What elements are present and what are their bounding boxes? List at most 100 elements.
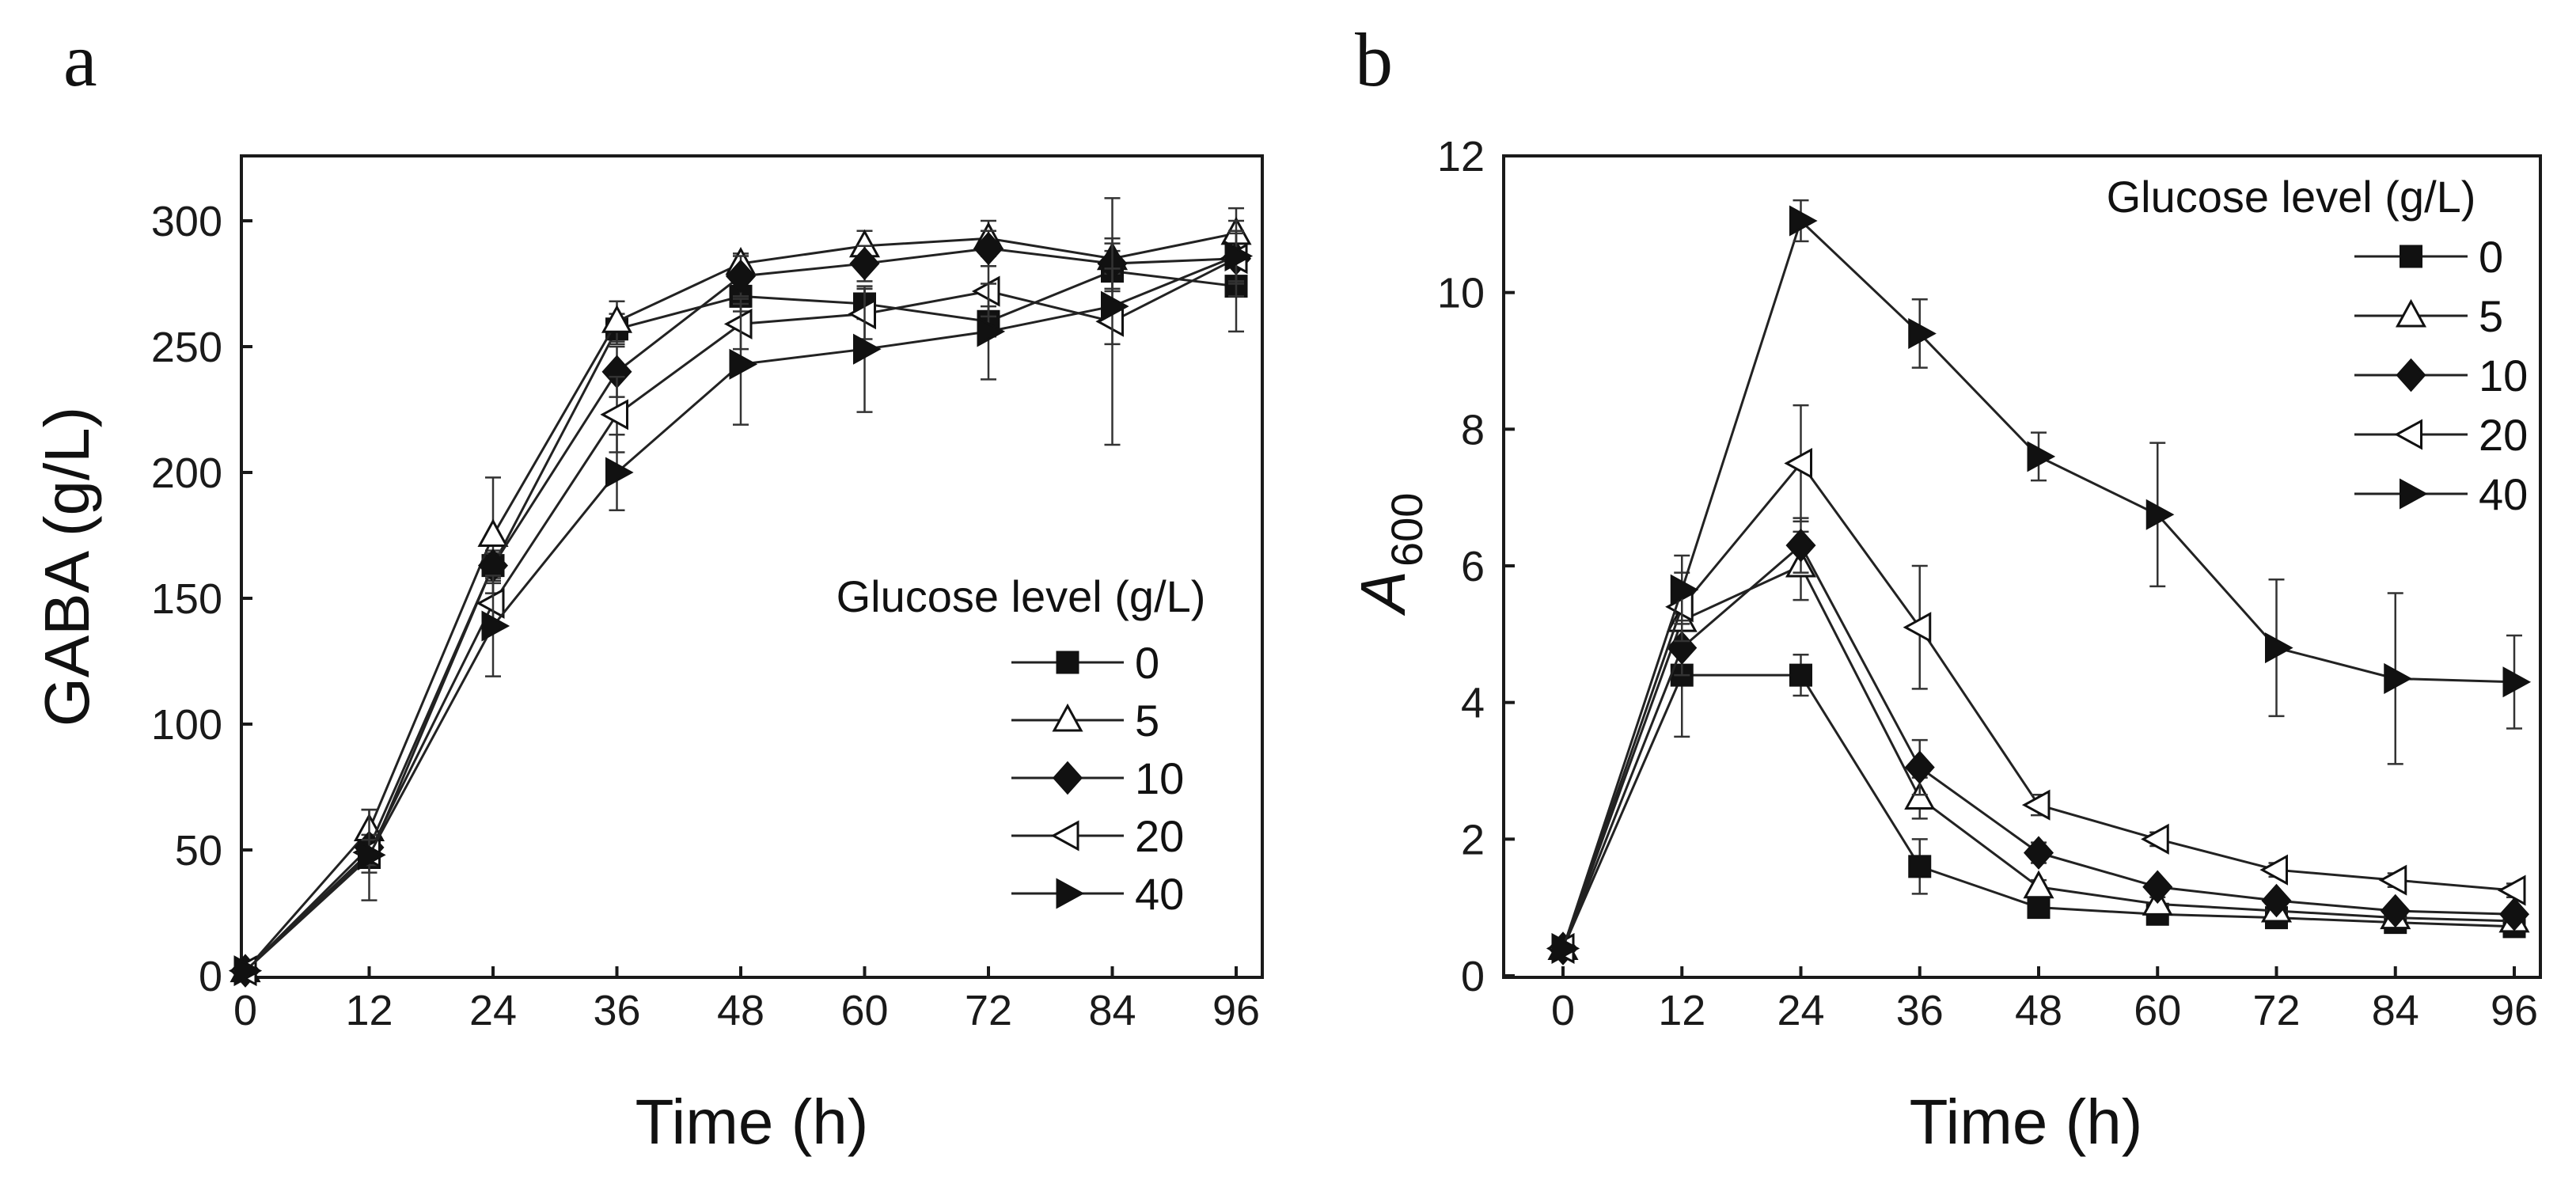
panel-b-series-20-point — [2497, 874, 2526, 906]
panel-a-legend-label: 20 — [1135, 811, 1184, 861]
panel-a-legend-item-20: 20 — [1011, 811, 1184, 861]
panel-b-x-tick-label: 0 — [1551, 987, 1575, 1034]
panel-b-series-0-point — [2027, 896, 2051, 920]
panel-a-label: a — [63, 17, 97, 102]
panel-a-y-axis-title: GABA (g/L) — [32, 407, 102, 727]
panel-b-legend-marker-triangle-right — [2400, 478, 2428, 510]
panel-a-legend-label: 10 — [1135, 753, 1184, 803]
panel-b-legend-label: 5 — [2479, 291, 2503, 341]
panel-a-x-tick-label: 72 — [965, 987, 1012, 1034]
panel-b-series-40-point — [1789, 205, 1818, 237]
panel-b-plot-frame — [1502, 154, 2542, 979]
panel-b-series-10-point — [2142, 870, 2173, 905]
panel-a-x-tick-label: 36 — [593, 987, 640, 1034]
panel-b-series-0-point — [1789, 663, 1812, 687]
panel-b-x-tick-label: 72 — [2252, 987, 2300, 1034]
panel-a-series-10-point — [849, 246, 880, 281]
panel-a-x-tick-label: 96 — [1212, 987, 1260, 1034]
panel-b-legend-marker-diamond — [2396, 358, 2426, 393]
panel-a-series-40-point — [853, 333, 882, 365]
panel-a-x-tick-label: 48 — [717, 987, 764, 1034]
panel-a-legend-marker-triangle-up — [1052, 703, 1083, 732]
panel-b-legend-item-20: 20 — [2354, 410, 2528, 460]
panel-b-series-10-point — [2380, 893, 2411, 928]
panel-b-legend-label: 10 — [2479, 351, 2528, 400]
panel-a-legend-label: 0 — [1135, 638, 1159, 688]
panel-a-legend-marker-square — [1056, 651, 1079, 674]
panel-b-x-tick-label: 12 — [1658, 987, 1705, 1034]
panel-b-series-5-point — [1904, 781, 1936, 810]
panel-a-y-tick-label: 200 — [151, 450, 222, 497]
panel-b-legend-item-40: 40 — [2354, 469, 2528, 519]
panel-b-series-40-point — [1908, 317, 1937, 349]
panel-b-y-tick-label: 12 — [1437, 133, 1485, 180]
panel-a-x-axis-title: Time (h) — [635, 1087, 869, 1157]
panel-b-x-tick-label: 84 — [2372, 987, 2419, 1034]
panel-b-series-40-point — [2027, 441, 2056, 472]
panel-b-y-tick-label: 4 — [1461, 680, 1485, 727]
panel-b-legend-title: Glucose level (g/L) — [2107, 172, 2476, 222]
panel-b-series-20-point — [2021, 789, 2051, 821]
panel-a-y-tick-label: 50 — [175, 827, 222, 874]
panel-b-x-tick-label: 48 — [2015, 987, 2062, 1034]
panel-a-legend-item-10: 10 — [1011, 753, 1184, 803]
panel-b-x-tick-label: 96 — [2491, 987, 2538, 1034]
panel-b-series-40-point — [2502, 666, 2532, 698]
panel-b-series-0-point — [1908, 855, 1932, 878]
panel-b-series-20-point — [2141, 823, 2169, 855]
panel-a-series — [228, 197, 1254, 988]
panel-a-y-tick-label: 100 — [151, 701, 222, 749]
panel-a-series-40-point — [1224, 240, 1254, 272]
panel-a-legend-item-0: 0 — [1011, 638, 1159, 688]
panel-a-legend-marker-diamond — [1052, 761, 1083, 795]
panel-a-series-40-point — [977, 316, 1006, 347]
panel-b-series-20-point — [1903, 612, 1932, 643]
panel-b-legend-item-5: 5 — [2354, 291, 2503, 341]
panel-b-series — [1546, 199, 2532, 965]
panel-a-x-tick-label: 24 — [469, 987, 517, 1034]
panel-b-legend-marker-square — [2400, 245, 2422, 268]
panel-a-legend-label: 40 — [1135, 869, 1184, 919]
panel-b-y-axis-title-main: A — [1348, 571, 1418, 616]
panel-a-series-5-point — [477, 518, 509, 547]
panel-b-x-tick-label: 24 — [1777, 987, 1824, 1034]
panel-a-legend-item-40: 40 — [1011, 869, 1184, 919]
panel-b-legend-item-10: 10 — [2354, 351, 2528, 400]
panel-b-series-10-point — [2023, 836, 2054, 870]
panel-a-series-40-point — [358, 839, 386, 871]
panel-a-series-10-point — [973, 231, 1004, 266]
panel-a-series-20-point — [600, 399, 628, 431]
panel-b-x-tick-label: 36 — [1896, 987, 1944, 1034]
panel-b-legend-item-0: 0 — [2354, 232, 2503, 282]
panel-a-series-40-point — [1101, 290, 1129, 322]
panel-a-legend-item-5: 5 — [1011, 696, 1159, 745]
panel-a-legend-title: Glucose level (g/L) — [837, 571, 1206, 621]
panel-b-y-axis-title: A 600 — [1348, 493, 1432, 616]
panel-a-series-40-point — [729, 348, 758, 380]
panel-b-series-40-point — [2384, 662, 2412, 694]
panel-b-series-40 — [1551, 199, 2532, 964]
panel-b-series-20-point — [2259, 854, 2288, 886]
panel-b-series-20-point — [1784, 447, 1812, 480]
panel-a-x-tick-label: 0 — [233, 987, 257, 1034]
panel-b-series-40-point — [2145, 499, 2175, 530]
panel-b-series-20-point — [1665, 591, 1694, 623]
panel-b-series-10-point — [2261, 883, 2292, 918]
panel-a-y-tick-label: 150 — [151, 575, 222, 623]
panel-b-series-0 — [1551, 613, 2526, 960]
panel-b-x-tick-label: 60 — [2134, 987, 2181, 1034]
panel-a-legend-marker-triangle-left — [1050, 820, 1079, 852]
panel-a-x-tick-label: 12 — [345, 987, 393, 1034]
panel-b-y-axis-title-subscript: 600 — [1382, 493, 1432, 567]
panel-a-series-5-point — [601, 305, 633, 333]
panel-a-legend: Glucose level (g/L) 0 5 10 20 40 — [837, 571, 1206, 919]
panel-b-y-tick-label: 0 — [1461, 953, 1485, 1000]
panel-b-series-5-point — [2023, 870, 2054, 899]
panel-a-y-tick-label: 0 — [199, 953, 222, 1000]
panel-a-series-20-point — [971, 275, 1000, 307]
panel-b-series-40-point — [1670, 574, 1699, 605]
